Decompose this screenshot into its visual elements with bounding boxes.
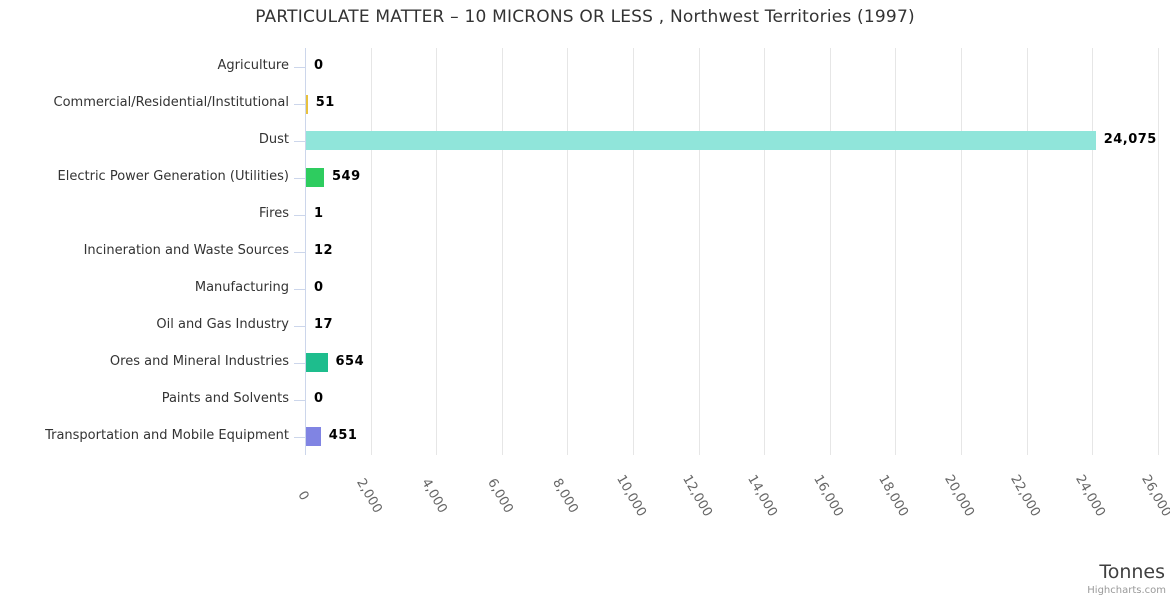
y-axis-line	[305, 48, 306, 455]
value-label: 0	[314, 279, 324, 295]
category-label: Dust	[258, 131, 289, 147]
category-label: Electric Power Generation (Utilities)	[57, 168, 289, 184]
bar[interactable]	[306, 353, 328, 373]
x-tick-label: 26,000	[1137, 472, 1170, 520]
category-label: Transportation and Mobile Equipment	[45, 427, 289, 443]
category-label: Commercial/Residential/Institutional	[53, 95, 290, 110]
category-tick	[294, 325, 305, 327]
x-gridline	[436, 48, 438, 455]
x-tick-label: 2,000	[352, 476, 385, 516]
bar[interactable]	[306, 427, 321, 446]
category-tick	[294, 67, 305, 68]
value-label: 0	[314, 390, 324, 406]
x-gridline	[764, 48, 766, 455]
x-gridline	[501, 48, 503, 455]
category-label: Manufacturing	[194, 279, 289, 295]
x-tick-label: 18,000	[875, 472, 912, 520]
category-label: Oil and Gas Industry	[156, 316, 289, 332]
category-tick	[294, 251, 305, 253]
value-label: 549	[332, 168, 361, 184]
x-gridline	[698, 48, 700, 455]
category-tick	[294, 436, 305, 438]
category-tick	[294, 104, 305, 105]
x-tick-label: 20,000	[941, 472, 977, 520]
category-tick	[294, 288, 305, 290]
value-label: 17	[314, 316, 334, 332]
x-gridline	[829, 48, 831, 455]
category-tick	[294, 399, 305, 401]
x-tick-label: 10,000	[613, 472, 649, 520]
x-tick-label: 24,000	[1072, 472, 1109, 520]
x-gridline	[1026, 48, 1028, 455]
x-gridline	[633, 48, 634, 455]
x-tick-label: 12,000	[678, 472, 715, 520]
x-gridline	[1092, 48, 1094, 455]
category-tick	[294, 177, 305, 179]
x-tick-label: 16,000	[809, 472, 846, 520]
x-gridline	[1157, 48, 1159, 455]
x-gridline	[961, 48, 962, 455]
value-label: 1	[314, 205, 324, 221]
x-tick-label: 4,000	[418, 476, 450, 516]
category-label: Incineration and Waste Sources	[83, 242, 289, 258]
highcharts-credits-link[interactable]: Highcharts.com	[1087, 585, 1166, 596]
x-axis-title: Tonnes	[1099, 561, 1165, 583]
category-label: Paints and Solvents	[161, 390, 289, 406]
x-tick-label: 22,000	[1006, 472, 1043, 520]
category-tick	[294, 214, 305, 216]
x-gridline	[895, 48, 897, 455]
chart-title: PARTICULATE MATTER – 10 MICRONS OR LESS …	[255, 7, 915, 27]
value-label: 0	[314, 58, 324, 73]
value-label: 51	[315, 95, 335, 110]
value-label: 654	[335, 353, 365, 369]
value-label: 24,075	[1103, 131, 1157, 147]
x-gridline	[370, 48, 372, 455]
x-tick-label: 14,000	[744, 472, 781, 520]
category-tick	[294, 362, 305, 364]
x-tick-label: 0	[294, 488, 312, 504]
bar[interactable]	[306, 94, 308, 114]
category-label: Fires	[259, 205, 289, 221]
category-label: Agriculture	[217, 58, 290, 73]
value-label: 451	[328, 427, 358, 443]
x-tick-label: 8,000	[549, 476, 582, 516]
bar[interactable]	[306, 168, 324, 188]
category-tick	[294, 140, 305, 142]
value-label: 12	[314, 242, 334, 258]
x-gridline	[567, 48, 569, 455]
x-tick-label: 6,000	[483, 476, 516, 516]
bar[interactable]	[306, 131, 1096, 151]
category-label: Ores and Mineral Industries	[109, 353, 289, 369]
